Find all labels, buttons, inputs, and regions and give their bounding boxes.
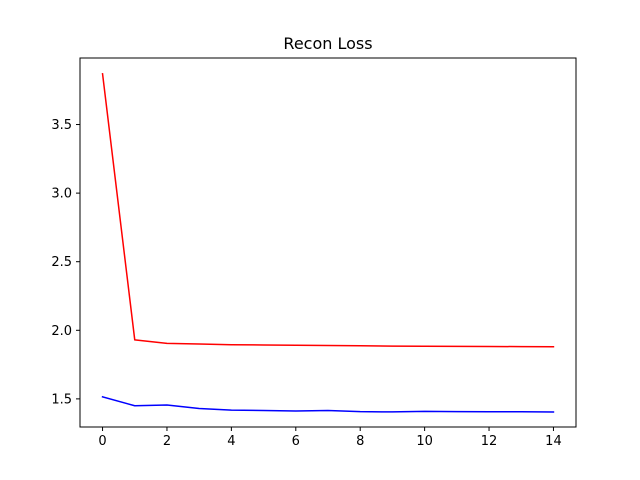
y-tick-label: 3.0 [51,187,72,202]
series-line-1 [101,72,555,348]
plot-area-frame [79,57,577,428]
x-tick-label: 10 [416,434,433,449]
x-tick-label: 6 [292,434,300,449]
y-tick-label: 3.5 [51,118,72,133]
y-axis: 1.5 2.0 2.5 3.0 3.5 [51,118,80,407]
chart-title: Recon Loss [283,34,372,53]
x-axis: 0 2 4 6 8 10 12 14 [98,427,562,449]
series-layer [101,72,555,413]
x-tick-label: 0 [98,434,106,449]
series-line-2 [101,395,555,413]
y-tick-label: 1.5 [51,392,72,407]
x-tick-label: 4 [227,434,235,449]
x-tick-label: 12 [481,434,498,449]
x-tick-label: 2 [163,434,171,449]
x-tick-label: 14 [545,434,562,449]
x-tick-label: 8 [356,434,364,449]
y-tick-label: 2.5 [51,255,72,270]
y-tick-label: 2.0 [51,324,72,339]
